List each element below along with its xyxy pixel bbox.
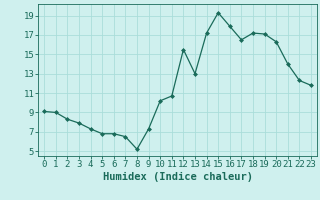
X-axis label: Humidex (Indice chaleur): Humidex (Indice chaleur) (103, 172, 252, 182)
